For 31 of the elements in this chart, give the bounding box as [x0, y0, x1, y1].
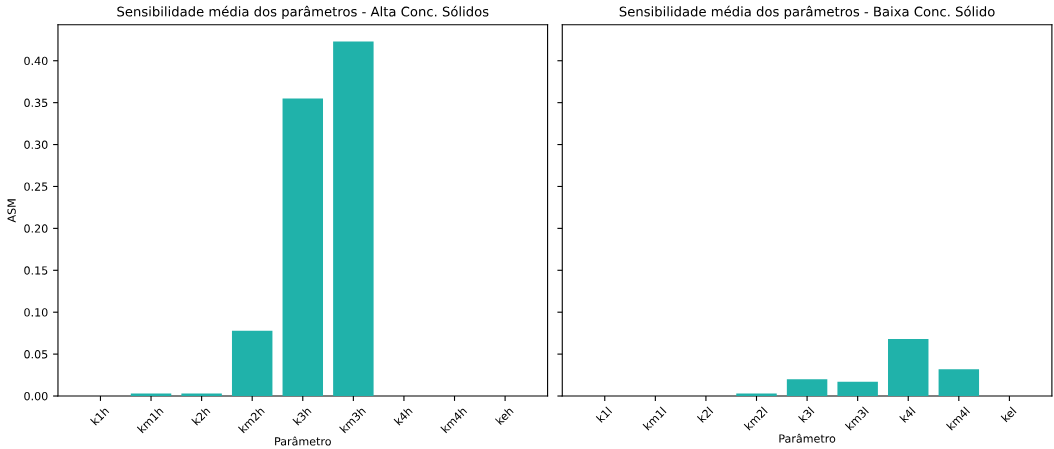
- bar: [837, 381, 878, 397]
- x-tick-label: keh: [494, 406, 514, 426]
- bar: [888, 339, 929, 397]
- y-tick-label: 0.05: [24, 350, 48, 359]
- x-tick-label: k1l: [595, 406, 613, 423]
- x-tick-label: k3h: [292, 406, 312, 426]
- y-tick-label: 0.35: [24, 98, 48, 108]
- y-tick-label: 0.00: [24, 391, 48, 401]
- x-tick-label: k1h: [90, 406, 110, 426]
- y-tick-label: 0.30: [24, 140, 48, 149]
- x-tick-label: k4h: [393, 406, 413, 426]
- y-tick-label: 0.25: [24, 182, 48, 191]
- bar: [231, 330, 273, 397]
- y-axis-title: ASM: [7, 199, 16, 223]
- x-tick-label: k2l: [696, 406, 714, 423]
- y-tick-label: 0.20: [24, 224, 48, 233]
- x-axis-title: Parâmetro: [275, 436, 331, 446]
- y-tick-label: 0.15: [24, 266, 48, 275]
- chart-title: Sensibilidade média dos parâmetros - Alta Conc. Sólidos: [117, 5, 489, 20]
- x-tick-label: k2h: [191, 406, 211, 426]
- x-tick-label: k4l: [899, 406, 916, 423]
- x-axis-title: Parâmetro: [779, 433, 836, 443]
- bar: [333, 41, 374, 397]
- x-tick-label: k3l: [798, 406, 815, 423]
- chart-title: Sensibilidade média dos parâmetros - Baixa Conc. Sólido: [619, 5, 995, 20]
- bar: [282, 98, 324, 397]
- x-tick-label: kel: [1000, 406, 1017, 423]
- bar: [786, 379, 828, 397]
- bar: [938, 369, 980, 397]
- y-tick-label: 0.40: [24, 56, 48, 66]
- y-tick-label: 0.10: [24, 308, 48, 317]
